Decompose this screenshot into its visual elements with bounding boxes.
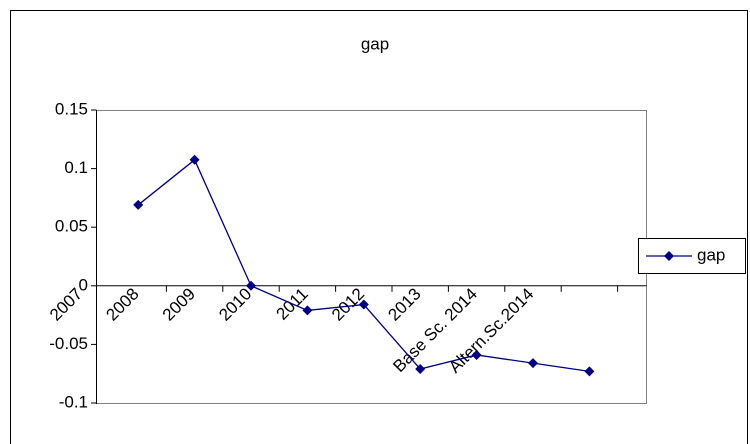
- legend-label: gap: [697, 245, 725, 264]
- y-tick-label: -0.05: [49, 334, 88, 353]
- y-tick-label: 0.1: [64, 158, 88, 177]
- point: [358, 299, 369, 310]
- point: [246, 280, 256, 291]
- point: [528, 358, 538, 369]
- point: [471, 349, 482, 360]
- y-tick-label: 0.15: [55, 99, 88, 118]
- point: [189, 154, 200, 165]
- point: [584, 366, 595, 377]
- y-tick-label: -0.1: [59, 392, 88, 411]
- point: [133, 199, 144, 210]
- chart-border: [10, 10, 748, 444]
- legend-marker: [664, 251, 674, 261]
- y-tick-label: 0.05: [55, 217, 88, 236]
- y-tick-label: 0: [79, 275, 88, 294]
- chart-title: gap: [361, 34, 389, 53]
- point: [415, 364, 426, 375]
- point: [302, 305, 313, 316]
